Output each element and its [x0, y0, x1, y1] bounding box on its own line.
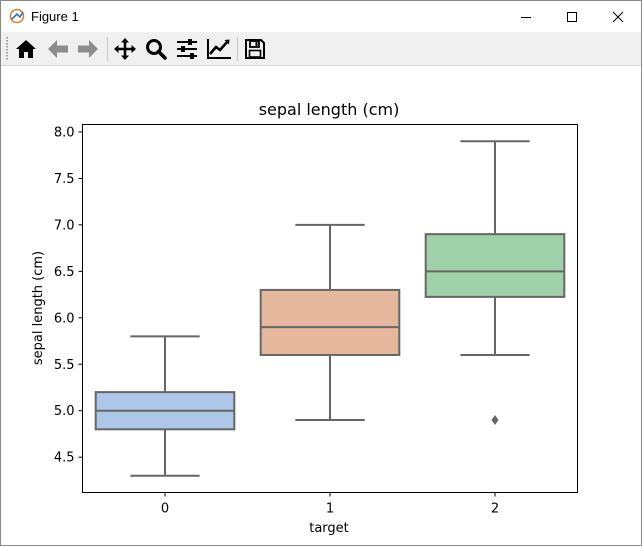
back-arrow-icon	[48, 40, 68, 58]
app-icon	[9, 8, 25, 24]
save-button[interactable]	[241, 35, 269, 63]
y-tick-label: 8.0	[54, 125, 75, 140]
close-icon	[612, 11, 624, 22]
pan-button[interactable]	[111, 35, 139, 63]
toolbar-grip[interactable]	[6, 37, 8, 61]
x-tick-label: 0	[161, 502, 169, 517]
y-tick-label: 5.0	[54, 404, 75, 419]
x-tick-label: 1	[326, 502, 334, 517]
window-title: Figure 1	[31, 9, 79, 24]
maximize-icon	[567, 11, 577, 22]
title-bar[interactable]: Figure 1	[1, 1, 641, 32]
toolbar-separator	[237, 37, 238, 61]
maximize-button[interactable]	[549, 1, 595, 32]
save-icon	[245, 39, 265, 59]
figure-canvas[interactable]: sepal length (cm) sepal length (cm) targ…	[1, 66, 641, 545]
line-chart-icon	[207, 39, 231, 59]
y-tick-label: 4.5	[54, 451, 75, 466]
home-icon	[16, 40, 36, 58]
minimize-button[interactable]	[503, 1, 549, 32]
sliders-icon	[177, 39, 197, 59]
move-icon	[114, 38, 136, 60]
y-tick-label: 6.0	[54, 311, 75, 326]
chart-title: sepal length (cm)	[259, 100, 400, 119]
x-tick-label: 2	[491, 502, 499, 517]
zoom-icon	[146, 39, 167, 60]
y-axis-label: sepal length (cm)	[31, 251, 46, 365]
y-tick-label: 7.5	[54, 172, 75, 187]
navigation-toolbar	[1, 32, 641, 66]
y-tick-label: 7.0	[54, 218, 75, 233]
forward-arrow-icon	[78, 40, 98, 58]
edit-axis-button[interactable]	[205, 35, 233, 63]
minimize-icon	[521, 16, 531, 18]
box-category-2	[424, 233, 566, 298]
close-button[interactable]	[595, 1, 641, 32]
outlier-point	[491, 415, 499, 426]
x-axis-label: target	[309, 521, 349, 536]
box-category-1	[259, 288, 401, 356]
zoom-button[interactable]	[142, 35, 170, 63]
y-tick-label: 5.5	[54, 358, 75, 373]
y-tick-label: 6.5	[54, 265, 75, 280]
back-button[interactable]	[44, 35, 72, 63]
plot-area-frame	[82, 124, 578, 493]
box-plot: sepal length (cm) sepal length (cm) targ…	[31, 100, 578, 536]
home-button[interactable]	[12, 35, 40, 63]
forward-button[interactable]	[74, 35, 102, 63]
toolbar-separator	[107, 37, 108, 61]
configure-subplots-button[interactable]	[173, 35, 201, 63]
